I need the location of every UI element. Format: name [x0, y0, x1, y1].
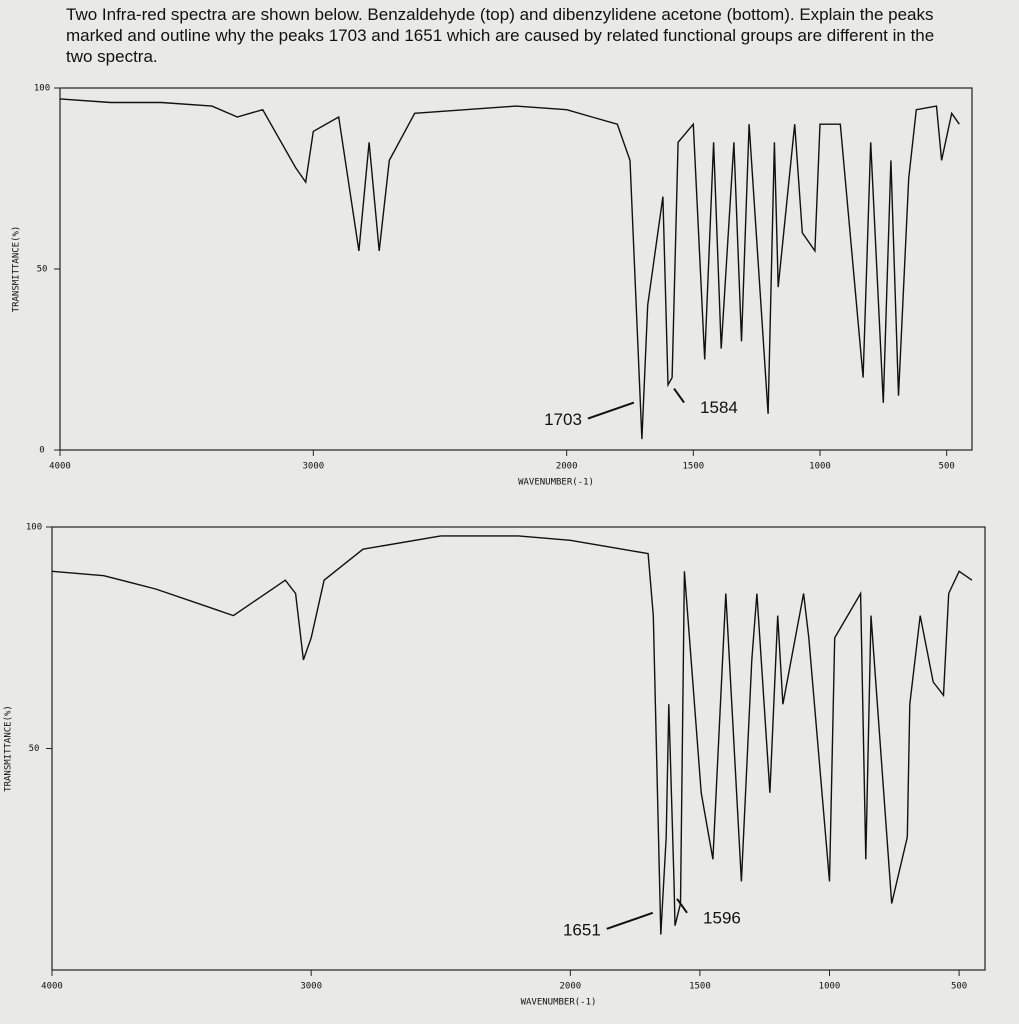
- y-tick-label: 100: [26, 523, 42, 533]
- y-tick-label: 50: [29, 744, 40, 754]
- plot-frame: [59, 87, 973, 451]
- x-tick-label: 4000: [41, 982, 63, 992]
- plot-frame: [51, 526, 986, 971]
- y-tick-label: 0: [39, 446, 44, 456]
- annotation-label: 1651: [563, 920, 601, 939]
- x-tick-label: 1500: [682, 462, 704, 472]
- x-tick-label: 4000: [49, 462, 71, 472]
- y-tick-label: 50: [37, 265, 48, 275]
- question-text: Two Infra-red spectra are shown below. B…: [66, 5, 935, 66]
- x-tick-label: 500: [951, 982, 967, 992]
- spectrum-line: [59, 98, 960, 440]
- x-tick-label: 1000: [809, 462, 831, 472]
- annotation-label: 1596: [703, 908, 741, 927]
- y-axis-label: TRANSMITTANCE(%): [12, 226, 22, 313]
- y-axis-label: TRANSMITTANCE(%): [4, 705, 14, 792]
- annotation-arrow: [587, 401, 635, 420]
- x-tick-label: 1000: [819, 982, 841, 992]
- annotation-arrow: [606, 911, 654, 930]
- annotation-arrow: [673, 387, 685, 404]
- x-tick-label: 1500: [689, 982, 711, 992]
- x-tick-label: 3000: [300, 982, 322, 992]
- annotation-arrow: [676, 898, 688, 914]
- annotation-label: 1703: [544, 410, 582, 429]
- spectrum-line: [51, 535, 973, 935]
- x-axis-label: WAVENUMBER(-1): [518, 478, 594, 488]
- x-tick-label: 2000: [559, 982, 581, 992]
- x-tick-label: 3000: [302, 462, 324, 472]
- x-tick-label: 500: [939, 462, 955, 472]
- x-tick-label: 2000: [556, 462, 578, 472]
- annotation-label: 1584: [700, 398, 738, 417]
- x-axis-label: WAVENUMBER(-1): [521, 998, 597, 1008]
- y-tick-label: 100: [34, 84, 50, 94]
